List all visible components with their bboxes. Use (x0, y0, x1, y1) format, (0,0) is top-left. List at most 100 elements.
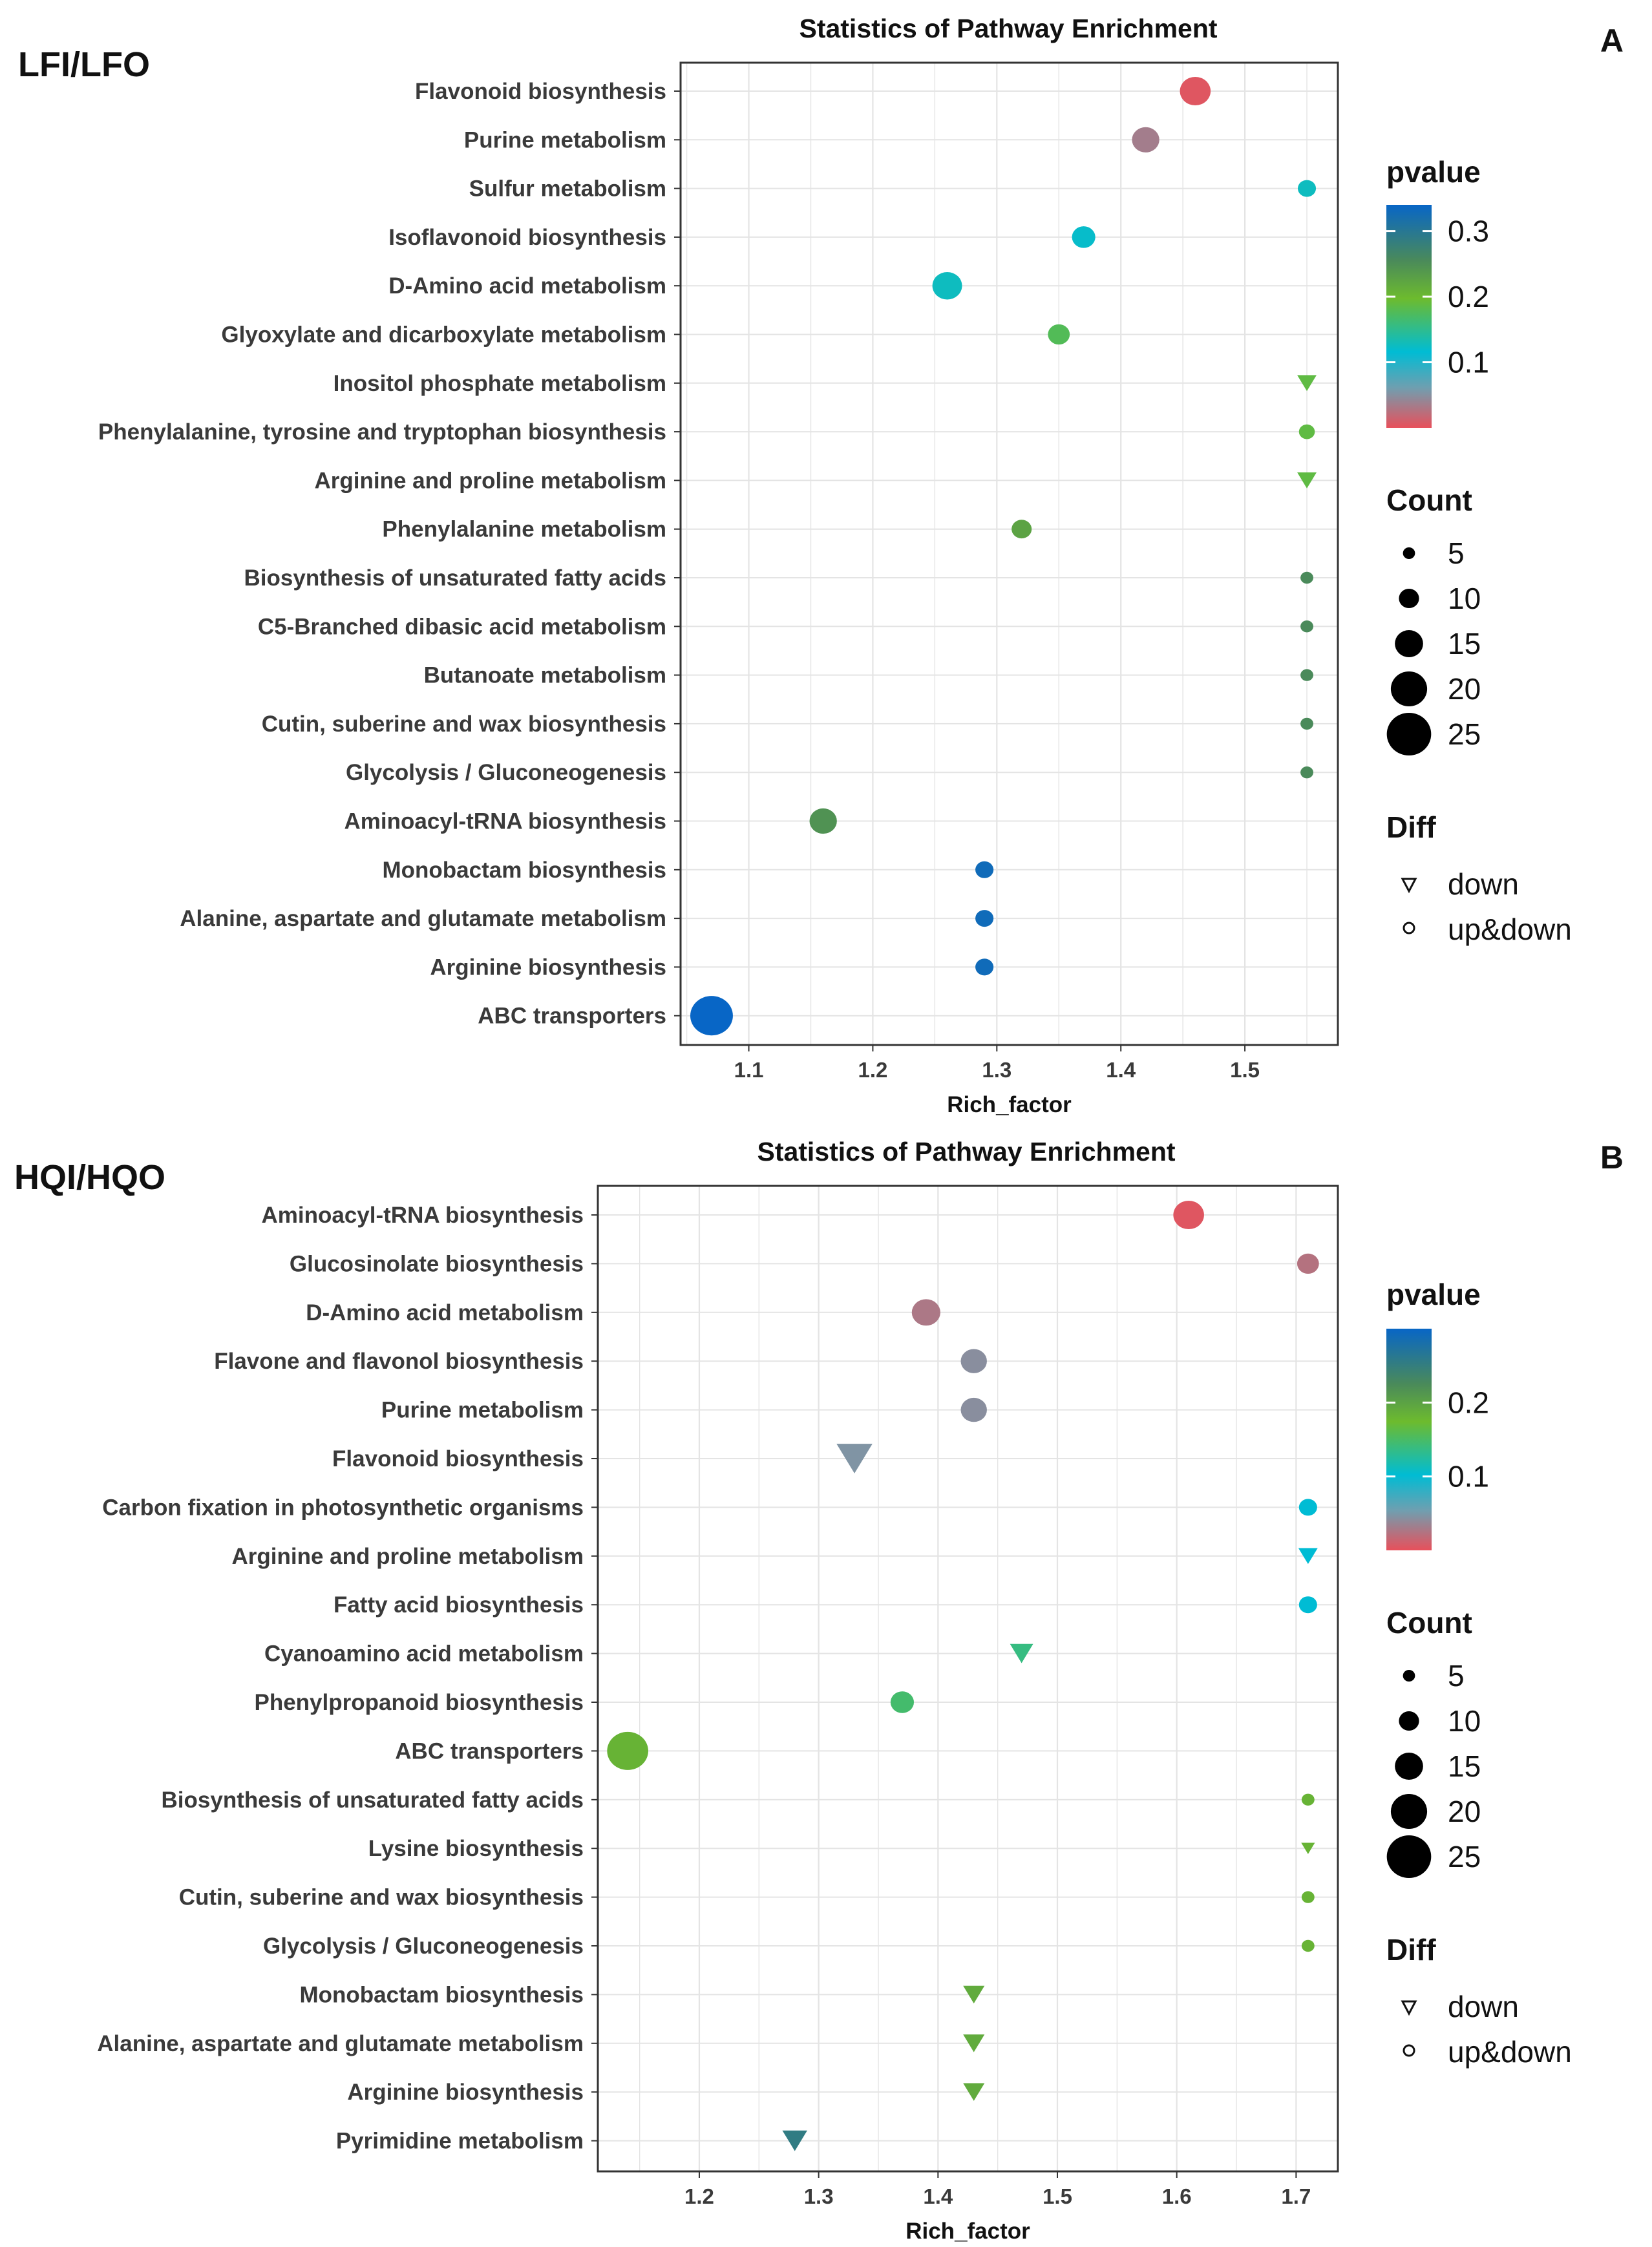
legend-count-label: 5 (1448, 1659, 1465, 1693)
y-tick-label: Glycolysis / Gluconeogenesis (263, 1934, 584, 1959)
x-tick-label: 1.1 (734, 1058, 764, 1082)
data-point-circle (1300, 717, 1313, 730)
data-point-circle (1297, 180, 1317, 197)
y-tick-label: Phenylalanine metabolism (382, 517, 666, 542)
data-point-circle (975, 861, 994, 878)
y-tick-label: Glucosinolate biosynthesis (290, 1251, 584, 1276)
panel-a: A LFI/LFO Statistics of Pathway Enrichment… (18, 14, 1624, 1117)
data-point-circle (1298, 424, 1315, 439)
data-point-circle (1300, 620, 1313, 633)
data-point-circle (911, 1299, 940, 1326)
panel-letter: B (1600, 1139, 1624, 1176)
legend-count-title: Count (1386, 483, 1472, 517)
x-tick-label: 1.5 (1043, 2184, 1072, 2208)
legend-diff-title: Diff (1386, 810, 1436, 844)
y-tick-label: Alanine, aspartate and glutamate metabol… (180, 906, 666, 931)
legend-pvalue-label: 0.2 (1448, 280, 1489, 313)
chart-title: Statistics of Pathway Enrichment (757, 1137, 1175, 1166)
legend-count-label: 10 (1448, 582, 1481, 615)
legend-pvalue-label: 0.2 (1448, 1386, 1489, 1419)
legend-count-dot (1395, 630, 1423, 657)
data-point-circle (1048, 324, 1070, 345)
legend-count-dot (1395, 1753, 1423, 1780)
y-tick-label: Flavonoid biosynthesis (332, 1446, 584, 1472)
y-tick-label: ABC transporters (478, 1004, 666, 1029)
legend-count-label: 25 (1448, 717, 1481, 751)
legend-count-label: 20 (1448, 672, 1481, 706)
y-tick-label: Cyanoamino acid metabolism (264, 1641, 584, 1667)
data-point-circle (1180, 76, 1211, 106)
legend-pvalue-colorbar (1386, 1329, 1432, 1550)
data-point-circle (1072, 226, 1096, 248)
legend-count-dot (1386, 1835, 1432, 1878)
legend-diff-circle (1403, 922, 1415, 934)
x-tick-label: 1.3 (804, 2184, 834, 2208)
data-point-circle (1301, 1939, 1315, 1952)
data-point-triangle (1298, 1548, 1318, 1565)
legend-pvalue-colorbar (1386, 205, 1432, 428)
y-tick-label: D-Amino acid metabolism (388, 273, 666, 299)
plot-border (597, 1185, 1339, 2173)
y-tick-label: Phenylpropanoid biosynthesis (254, 1690, 584, 1715)
x-tick-label: 1.7 (1281, 2184, 1311, 2208)
data-point-circle (1132, 127, 1160, 153)
legend-count-dot (1399, 1711, 1419, 1731)
data-point-circle (607, 1731, 649, 1770)
y-tick-label: Aminoacyl-tRNA biosynthesis (344, 809, 666, 834)
legend-count-dot (1403, 547, 1415, 559)
y-tick-label: Glycolysis / Gluconeogenesis (346, 760, 666, 785)
y-tick-label: Cutin, suberine and wax biosynthesis (179, 1885, 584, 1910)
x-tick-label: 1.4 (1106, 1058, 1136, 1082)
legend-count-dot (1390, 1794, 1428, 1829)
y-tick-label: Purine metabolism (464, 127, 666, 153)
legend-count-dot (1403, 1670, 1415, 1682)
data-point-triangle (1297, 472, 1317, 489)
x-axis-label: Rich_factor (947, 1092, 1072, 1117)
data-point-triangle (782, 2130, 807, 2151)
legend-pvalue-title: pvalue (1386, 155, 1481, 189)
x-tick-label: 1.5 (1230, 1058, 1260, 1082)
plot-border (679, 61, 1339, 1046)
data-point-circle (975, 910, 994, 927)
y-tick-label: Aminoacyl-tRNA biosynthesis (261, 1203, 584, 1228)
y-tick-label: C5-Branched dibasic acid metabolism (258, 614, 666, 639)
legend-diff-title: Diff (1386, 1933, 1436, 1967)
y-tick-label: Monobactam biosynthesis (299, 1982, 584, 2007)
y-tick-label: Isoflavonoid biosynthesis (388, 225, 666, 250)
legend-pvalue-title: pvalue (1386, 1278, 1481, 1311)
data-point-triangle (963, 1985, 985, 2004)
legend-count-label: 15 (1448, 627, 1481, 660)
x-axis-label: Rich_factor (905, 2219, 1030, 2244)
data-point-triangle (963, 2083, 985, 2101)
data-point-circle (1173, 1200, 1204, 1230)
legend-count-label: 15 (1448, 1749, 1481, 1783)
y-tick-label: Monobactam biosynthesis (382, 858, 666, 883)
y-tick-label: Phenylalanine, tyrosine and tryptophan b… (98, 419, 666, 445)
comparison-label: LFI/LFO (18, 45, 150, 84)
legend-diff-label: up&down (1448, 2035, 1572, 2069)
y-tick-label: Flavonoid biosynthesis (415, 79, 666, 104)
data-point-circle (1300, 669, 1313, 681)
x-tick-label: 1.4 (923, 2184, 953, 2208)
legend-diff-label: down (1448, 867, 1519, 901)
y-tick-label: Arginine and proline metabolism (231, 1544, 584, 1569)
data-point-circle (1300, 571, 1313, 584)
legend-count-dot (1386, 713, 1432, 755)
y-tick-label: Butanoate metabolism (424, 663, 666, 688)
y-tick-label: D-Amino acid metabolism (306, 1300, 584, 1325)
data-point-circle (932, 271, 962, 300)
legend-count-dot (1399, 589, 1419, 608)
x-tick-label: 1.3 (982, 1058, 1011, 1082)
y-tick-label: Fatty acid biosynthesis (334, 1592, 584, 1618)
data-point-circle (1011, 520, 1032, 539)
x-tick-label: 1.2 (858, 1058, 887, 1082)
data-point-circle (1298, 1499, 1317, 1516)
legend-count-label: 10 (1448, 1704, 1481, 1738)
legend-diff-circle (1403, 2044, 1415, 2057)
y-tick-label: Cutin, suberine and wax biosynthesis (262, 712, 666, 737)
data-point-circle (1298, 1596, 1317, 1614)
chart-title: Statistics of Pathway Enrichment (799, 14, 1217, 43)
data-point-circle (960, 1397, 987, 1422)
data-point-circle (960, 1349, 987, 1373)
